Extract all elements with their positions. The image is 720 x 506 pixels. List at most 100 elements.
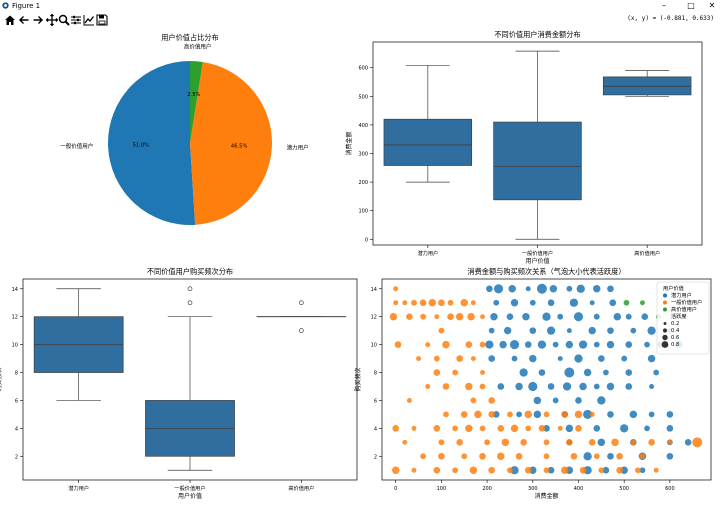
scatter-bubble [649, 384, 655, 389]
back-button[interactable] [17, 13, 31, 27]
home-icon [5, 15, 15, 25]
x-tick-label: 潜力用户 [417, 249, 438, 257]
maximize-button[interactable]: □ [687, 1, 695, 10]
scatter-bubble [516, 411, 522, 418]
scatter-bubble [546, 326, 556, 335]
pie-percent-label: 46.5% [231, 143, 248, 149]
legend-box [656, 281, 710, 355]
scatter-bubble [564, 367, 575, 378]
scatter-bubble [479, 452, 486, 460]
scatter-bubble [579, 466, 587, 474]
y-tick-label: 300 [358, 152, 368, 158]
scatter-bubble [629, 410, 638, 419]
scatter-bubble [648, 439, 655, 446]
scatter-bubble [575, 397, 582, 404]
legend-entry: 高价值用户 [671, 305, 697, 313]
scatter-bubble [644, 341, 650, 348]
scatter-bubble [469, 466, 478, 474]
scatter-bubble [603, 369, 609, 376]
scatter-bubble [406, 313, 413, 320]
save-button[interactable] [95, 13, 109, 27]
scatter-bubble [416, 356, 422, 362]
scatter-bubble [503, 326, 512, 335]
scatter-bubble [630, 439, 637, 446]
scatter-bubble [488, 327, 495, 334]
scatter-bubble [598, 355, 605, 362]
legend-marker [663, 307, 667, 312]
configure-subplots-button[interactable] [69, 13, 83, 27]
scatter-bubble [389, 312, 398, 321]
scatter-bubble [565, 424, 574, 433]
scatter-bubble [509, 340, 520, 350]
minimize-button[interactable]: – [662, 1, 666, 10]
x-tick-label: 一般价值用户 [174, 484, 205, 492]
scatter-bubble [562, 382, 572, 391]
edit-axis-button[interactable] [82, 13, 96, 27]
y-tick-label: 10 [371, 343, 377, 349]
scatter-bubble [519, 368, 528, 377]
scatter-bubble [630, 327, 637, 334]
scatter-bubble [488, 397, 495, 404]
y-tick-label: 4 [374, 426, 377, 432]
scatter-bubble [406, 397, 412, 403]
scatter-bubble [499, 340, 507, 349]
scatter-bubble [542, 312, 551, 321]
scatter-bubble [488, 466, 495, 474]
scatter-bubble [485, 340, 494, 349]
scatter-bubble [620, 424, 629, 433]
legend-size-marker [661, 341, 669, 348]
bubble-scatter: 消费金额与购买频次关系（气泡大小代表活跃度） 2 4 6 8 10 12 14 0 100 200 3… [354, 267, 712, 500]
scatter-bubble [480, 314, 485, 320]
scatter-bubble [438, 327, 445, 334]
legend-marker [663, 300, 667, 305]
scatter-bubble [575, 425, 582, 432]
frequency-boxplot: 不同价值用户购买频次分布 2 4 6 8 10 12 14 潜力用户 一般价值用户 高价值用户用户价… [0, 267, 358, 500]
scatter-bubble [589, 300, 595, 306]
scatter-bubble [607, 411, 614, 418]
scatter-bubble [470, 300, 476, 306]
scatter-bubble [653, 369, 660, 376]
boxplot-title: 不同价值用户购买频次分布 [147, 267, 233, 276]
scatter-bubble [597, 438, 606, 447]
legend-size-marker [663, 322, 667, 325]
y-tick-label: 0 [365, 237, 368, 243]
scatter-bubble [607, 327, 614, 334]
scatter-bubble [522, 312, 530, 321]
scatter-bubble [442, 340, 450, 349]
matplotlib-app-icon [2, 2, 9, 9]
scatter-bubble [497, 452, 505, 460]
zoom-button[interactable] [57, 13, 71, 27]
scatter-bubble [434, 314, 440, 320]
scatter-bubble [639, 453, 646, 460]
zoom-icon [58, 14, 70, 26]
scatter-bubble [524, 341, 532, 348]
scatter-bubble [425, 384, 431, 389]
scatter-bubble [607, 452, 614, 460]
scatter-bubble [456, 439, 463, 446]
scatter-bubble [621, 355, 628, 362]
pie-slice [190, 62, 272, 225]
box [383, 118, 473, 166]
scatter-bubble [484, 439, 490, 446]
scatter-bubble [480, 370, 485, 375]
scatter-bubble [465, 341, 473, 348]
scatter-bubble [625, 383, 633, 390]
pan-button[interactable] [45, 13, 59, 27]
scatter-bubble [420, 313, 427, 320]
scatter-bubble [538, 425, 546, 432]
close-button[interactable]: ✕ [708, 1, 716, 10]
scatter-bubble [561, 411, 569, 418]
forward-button[interactable] [31, 13, 45, 27]
home-button[interactable] [3, 13, 17, 27]
y-tick-label: 14 [12, 287, 18, 293]
scatter-bubble [536, 283, 547, 294]
scatter-bubble [598, 467, 605, 474]
scatter-bubble [692, 437, 703, 448]
scatter-bubble [392, 425, 400, 432]
scatter-bubble [524, 466, 532, 474]
scatter-bubble [552, 397, 559, 404]
scatter-bubble [438, 452, 445, 460]
scatter-bubble [593, 313, 600, 320]
